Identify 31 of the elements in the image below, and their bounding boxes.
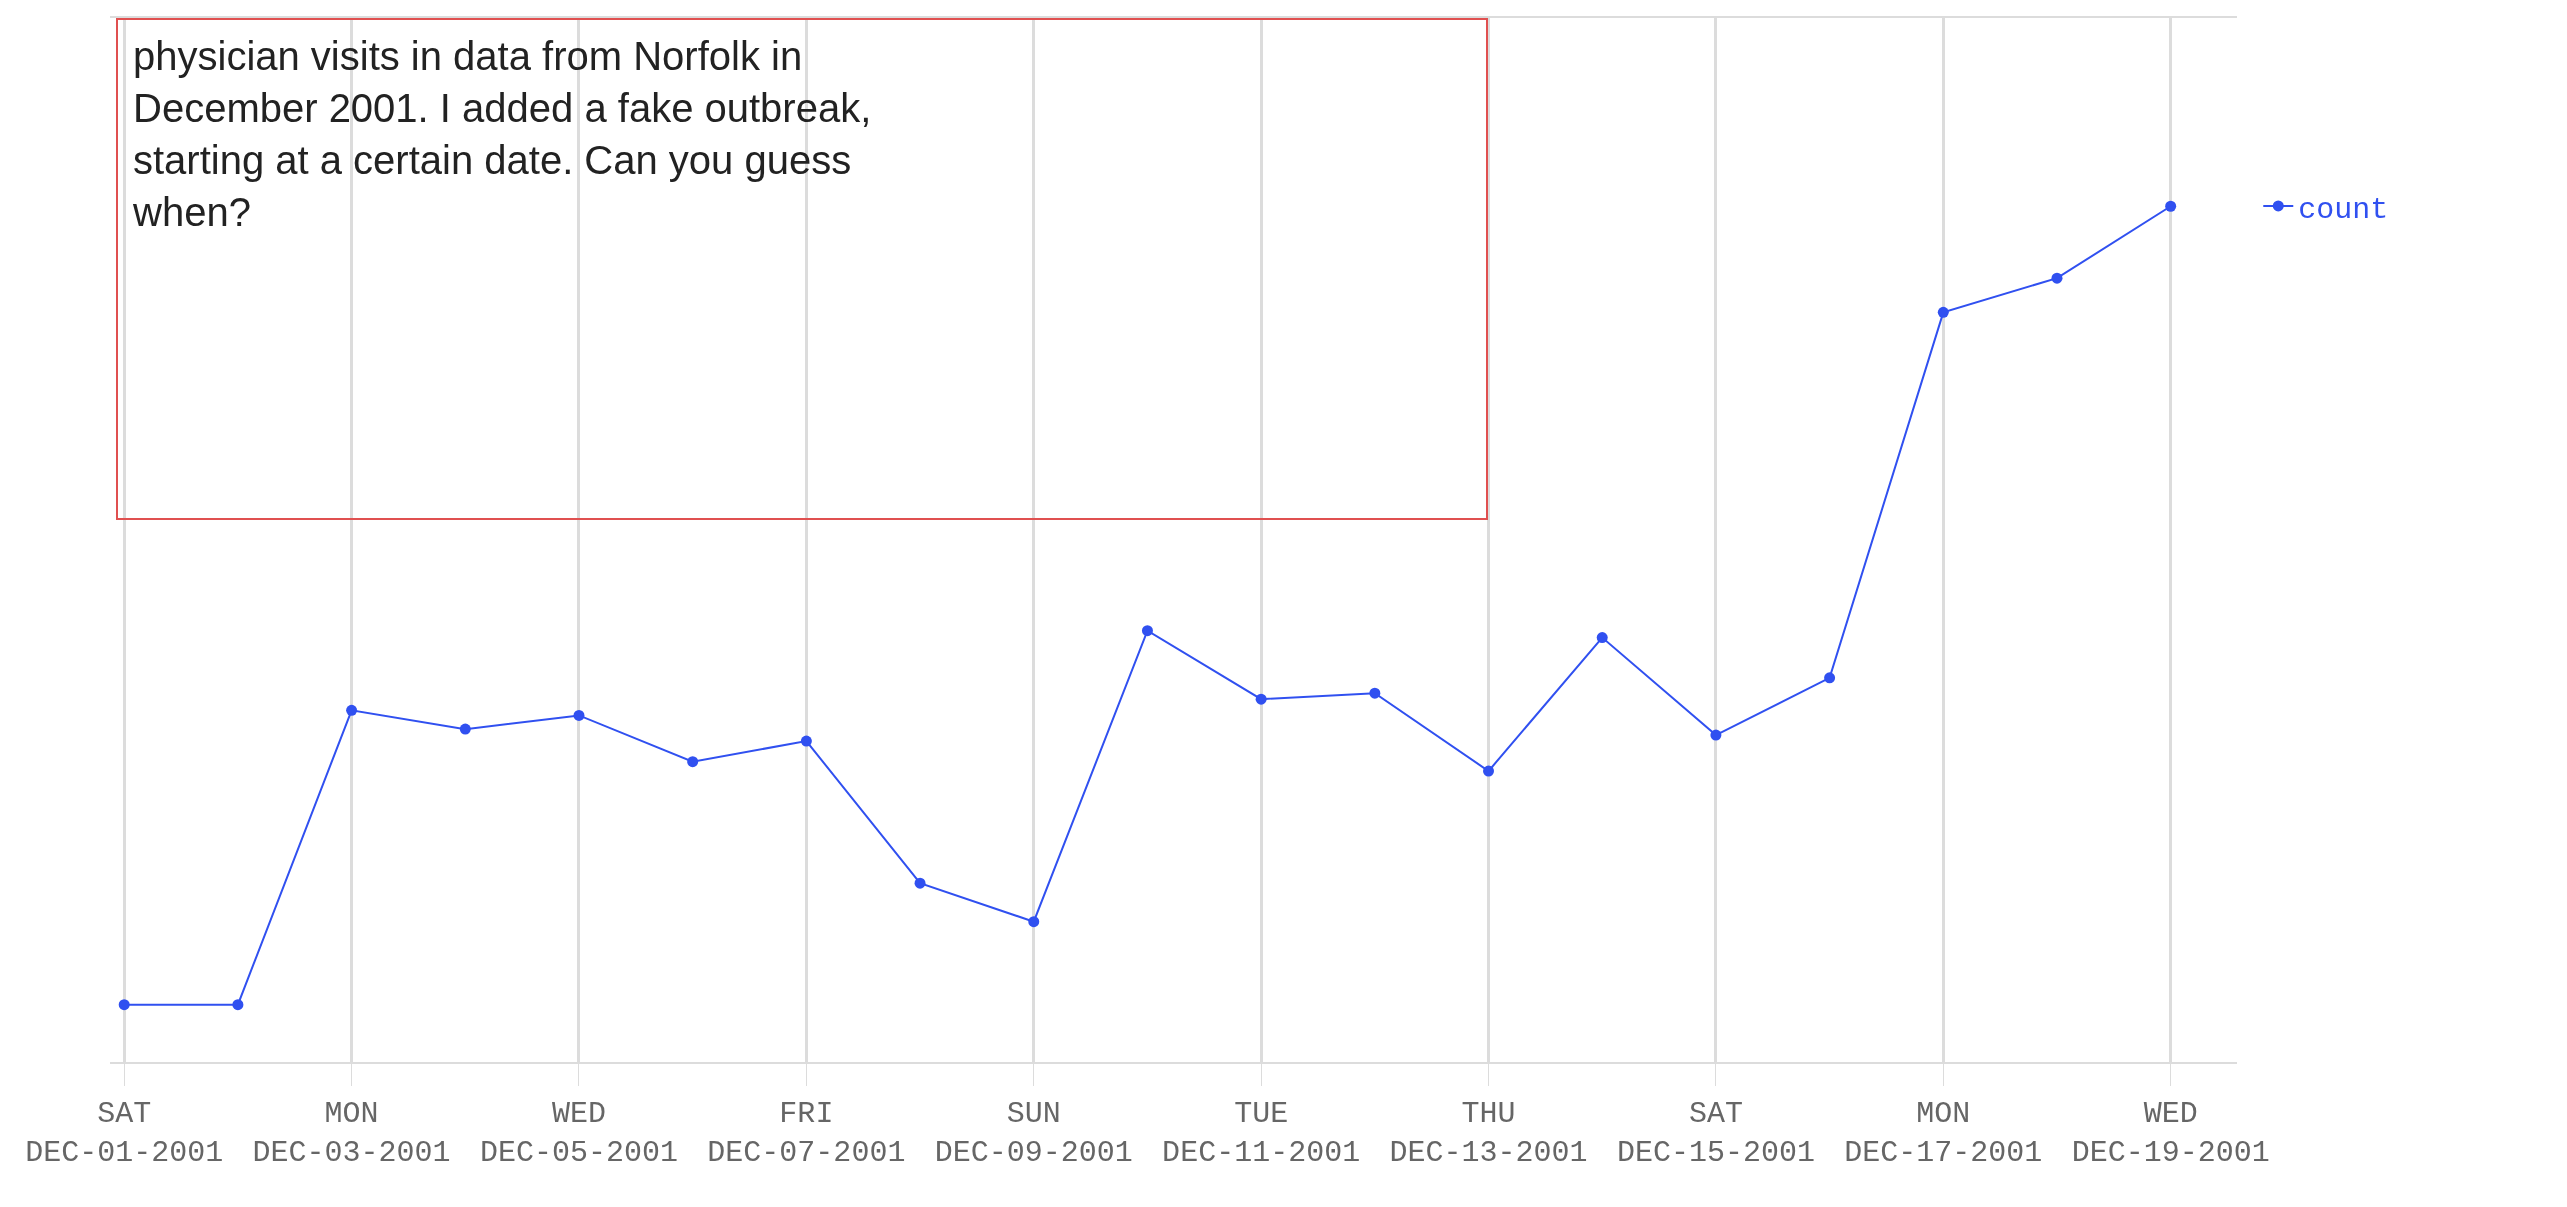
point xyxy=(2051,272,2063,284)
point xyxy=(1369,687,1381,699)
x-tick-label: SAT DEC-15-2001 xyxy=(1616,1097,1815,1170)
annotation: physician visits in data from Norfolk in December 2001. I added a fake outbreak, starting at a certain date. Can you guess when? xyxy=(132,34,872,234)
x-tick-label: MON DEC-17-2001 xyxy=(1844,1097,2043,1170)
point xyxy=(800,735,812,747)
point xyxy=(687,756,699,768)
x-tick-label: FRI DEC-07-2001 xyxy=(707,1097,906,1170)
point xyxy=(1028,916,1040,928)
point xyxy=(914,877,926,889)
point xyxy=(232,999,244,1011)
point xyxy=(1141,625,1153,637)
x-tick-label: MON DEC-03-2001 xyxy=(252,1097,451,1170)
point xyxy=(1255,693,1267,705)
point xyxy=(1710,729,1722,741)
point xyxy=(2165,200,2177,212)
point xyxy=(1937,306,1949,318)
point xyxy=(1824,672,1836,684)
point xyxy=(459,723,471,735)
point xyxy=(118,999,130,1011)
legend-label: count xyxy=(2298,192,2389,227)
point xyxy=(1483,765,1495,777)
x-tick-label: THU DEC-13-2001 xyxy=(1389,1097,1588,1170)
x-tick-label: WED DEC-05-2001 xyxy=(479,1097,678,1170)
x-tick-label: SAT DEC-01-2001 xyxy=(25,1097,224,1170)
point xyxy=(1596,632,1608,644)
x-tick-label: TUE DEC-11-2001 xyxy=(1162,1097,1361,1170)
point xyxy=(346,704,358,716)
point xyxy=(573,709,585,721)
x-tick-label: SUN DEC-09-2001 xyxy=(934,1097,1133,1170)
x-tick-label: WED DEC-19-2001 xyxy=(2071,1097,2270,1170)
